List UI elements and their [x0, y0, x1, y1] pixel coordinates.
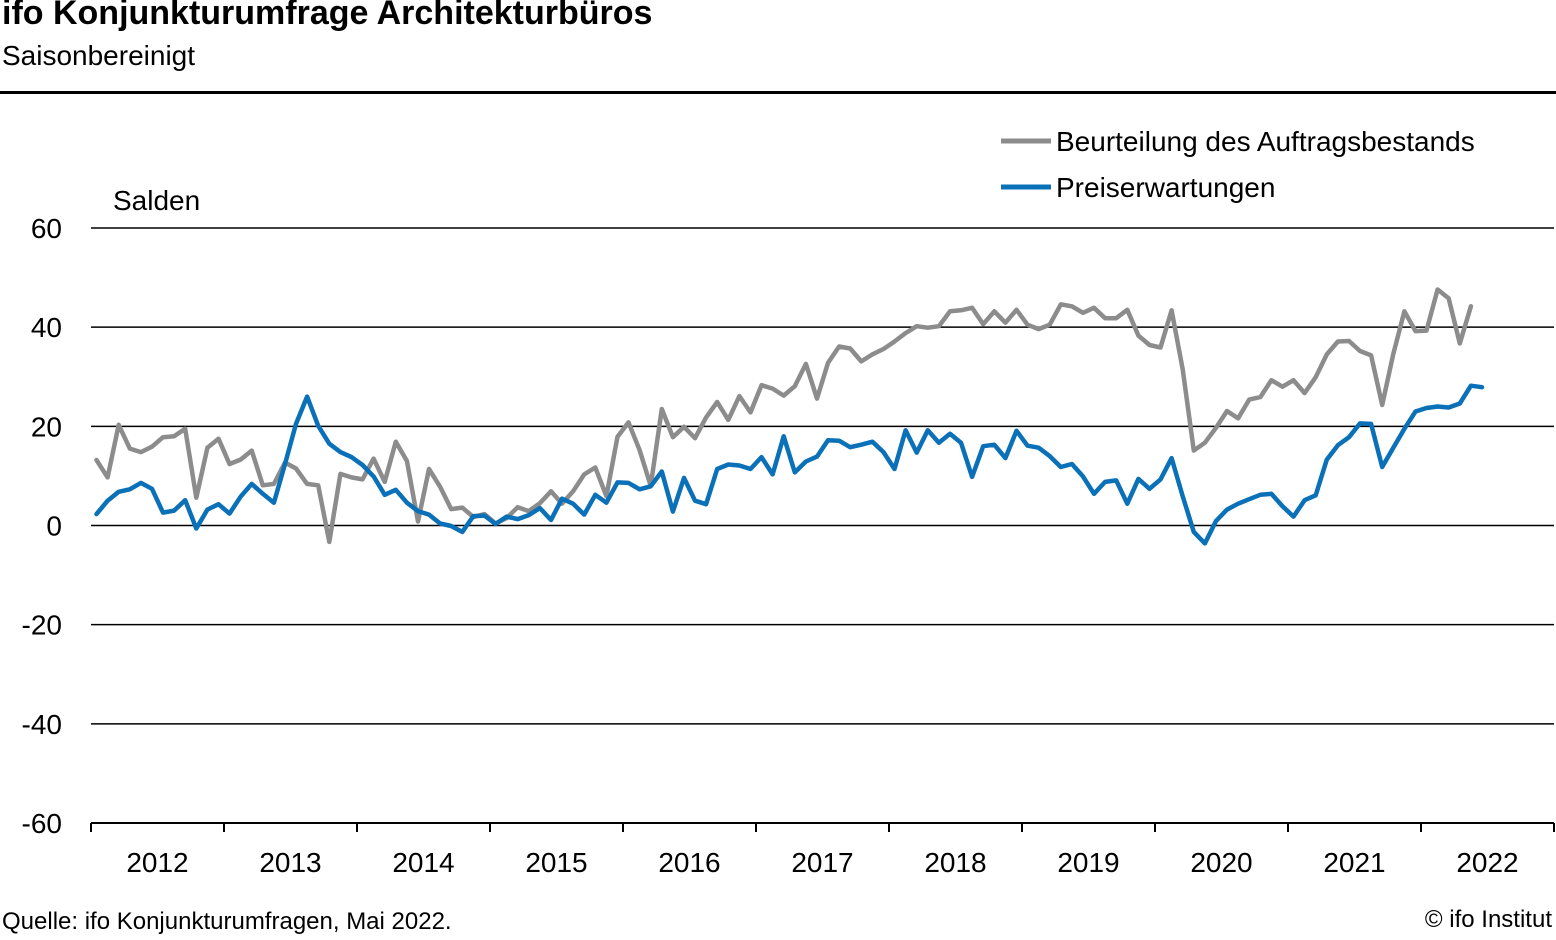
x-axis: 2012 2013 2014 2015 2016 2017 2018 2019 2020 2021… [90, 822, 1555, 878]
chart-subtitle: Saisonbereinigt [2, 40, 196, 71]
chart-title: ifo Konjunkturumfrage Architekturbüros [2, 0, 653, 32]
copyright-note: © ifo Institut [1424, 906, 1552, 933]
legend: Beurteilung des Auftragsbestands Preiserw… [1001, 126, 1475, 203]
series-line [94, 383, 1485, 546]
y-tick-label: 20 [31, 411, 62, 442]
x-tick-label: 2020 [1190, 847, 1252, 878]
legend-label: Beurteilung des Auftragsbestands [1056, 126, 1475, 157]
y-tick-label: 60 [31, 213, 62, 244]
y-axis-label: Salden [113, 185, 200, 216]
x-tick-label: 2016 [658, 847, 720, 878]
x-tick-label: 2018 [924, 847, 986, 878]
y-tick-label: -40 [22, 709, 62, 740]
x-tick-label: 2012 [126, 847, 188, 878]
y-axis-tick-labels: 60 40 20 0 -20 -40 -60 [22, 213, 62, 839]
x-tick-label: 2014 [392, 847, 454, 878]
x-tick-label: 2022 [1456, 847, 1518, 878]
y-tick-label: -20 [22, 610, 62, 641]
y-tick-label: -60 [22, 808, 62, 839]
y-tick-label: 40 [31, 312, 62, 343]
x-tick-label: 2017 [791, 847, 853, 878]
title-divider [0, 91, 1556, 94]
x-tick-label: 2013 [259, 847, 321, 878]
source-note: Quelle: ifo Konjunkturumfragen, Mai 2022… [2, 908, 452, 935]
series-lines [94, 287, 1485, 546]
x-tick-label: 2021 [1323, 847, 1385, 878]
legend-label: Preiserwartungen [1056, 172, 1275, 203]
x-tick-label: 2015 [525, 847, 587, 878]
gridlines [91, 227, 1554, 725]
series-line [94, 287, 1474, 545]
x-tick-label: 2019 [1057, 847, 1119, 878]
y-tick-label: 0 [46, 511, 62, 542]
